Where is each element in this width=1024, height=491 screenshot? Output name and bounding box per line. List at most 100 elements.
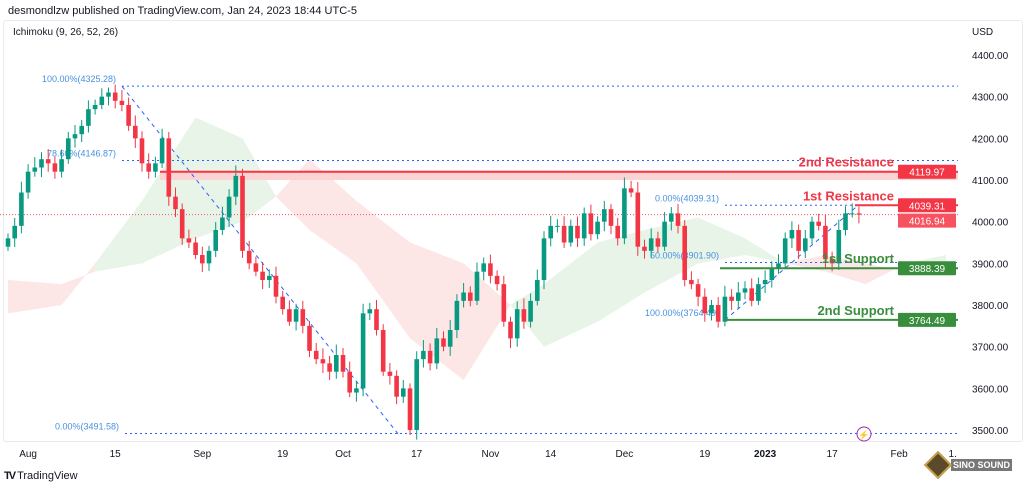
candle-body — [300, 309, 306, 326]
ichimoku-cloud-segment — [309, 159, 357, 264]
candle-body — [622, 188, 627, 239]
candle-body — [809, 221, 815, 239]
candle-body — [555, 225, 560, 227]
candle-body — [803, 238, 808, 251]
candle-body — [374, 309, 379, 331]
candle-body — [421, 350, 426, 360]
price-tag — [898, 198, 956, 213]
fib-level-label: 0.00%(4039.31) — [655, 193, 719, 203]
candle-body — [206, 250, 212, 264]
watermark-text: SINO SOUND — [951, 459, 1013, 471]
candle-body — [615, 225, 620, 239]
candle-body — [173, 196, 178, 210]
price-tag — [898, 312, 956, 327]
candle-body — [347, 371, 352, 393]
candle-body — [608, 209, 614, 226]
candle-body — [642, 246, 647, 251]
candle-body — [474, 271, 480, 301]
candle-body — [481, 263, 486, 272]
y-tick-label: 3700.00 — [972, 343, 1009, 354]
candle-body — [186, 238, 192, 243]
x-tick-label: 15 — [110, 449, 122, 460]
candle-body — [307, 325, 312, 351]
candle-body — [461, 292, 466, 301]
candle-body — [736, 292, 741, 301]
candle-body — [213, 230, 218, 251]
candle-body — [112, 92, 118, 101]
candle-body — [776, 263, 781, 268]
x-tick-label: 19 — [277, 449, 289, 460]
candle-body — [836, 230, 842, 264]
candle-body — [709, 305, 714, 314]
candle-body — [588, 213, 594, 235]
candle-body — [514, 309, 520, 339]
x-tick-label: Nov — [482, 449, 500, 460]
fib-trend-line — [724, 205, 859, 321]
x-tick-label: 19 — [699, 449, 711, 460]
x-tick-label: Oct — [335, 449, 351, 460]
candle-body — [635, 192, 641, 247]
price-tag-text: 4039.31 — [909, 201, 946, 212]
candle-body — [541, 238, 547, 281]
candle-body — [387, 371, 393, 376]
candle-body — [427, 350, 433, 364]
ichimoku-cloud-segment — [698, 217, 745, 264]
y-tick-label: 3800.00 — [972, 301, 1009, 312]
candle-body — [561, 225, 567, 243]
candle-body — [99, 96, 105, 106]
candle-body — [595, 221, 600, 235]
candle-body — [226, 196, 232, 218]
chart-frame[interactable] — [3, 20, 1023, 442]
indicator-legend[interactable]: Ichimoku (9, 26, 52, 26) — [13, 27, 119, 38]
candle-body — [367, 309, 373, 314]
candle-body — [19, 192, 24, 226]
candle-body — [159, 138, 165, 164]
candle-body — [535, 280, 540, 301]
y-tick-label: 3500.00 — [972, 426, 1009, 437]
candle-body — [816, 221, 821, 226]
ichimoku-cloud-segment — [544, 242, 598, 347]
x-tick-label: 1. — [949, 449, 957, 460]
candle-body — [193, 242, 198, 256]
ichimoku-cloud-segment — [61, 263, 96, 306]
last-price-text: 4016.94 — [909, 217, 946, 228]
candle-body — [575, 225, 580, 239]
candle-body — [12, 225, 17, 239]
level-label: 2nd Support — [817, 303, 894, 318]
candle-body — [253, 263, 259, 272]
candle-body — [39, 159, 44, 168]
ichimoku-cloud-segment — [356, 200, 410, 339]
fib-level-label: 78.60%(4146.87) — [47, 148, 116, 158]
tradingview-logo[interactable]: TV TradingView — [4, 470, 78, 482]
x-tick-label: Dec — [616, 449, 634, 460]
candle-body — [829, 259, 835, 264]
candle-body — [287, 309, 292, 322]
fib-level-label: 0.00%(3491.58) — [55, 422, 119, 432]
candle-body — [52, 163, 58, 172]
x-tick-label: 14 — [545, 449, 557, 460]
candle-body — [119, 100, 125, 106]
candle-body — [72, 134, 78, 139]
candle-body — [327, 363, 332, 372]
candle-body — [521, 309, 527, 322]
candle-body — [166, 138, 172, 197]
candle-body — [581, 213, 587, 239]
candle-body — [240, 175, 245, 251]
watermark: SINO SOUND — [923, 450, 1013, 480]
candle-body — [856, 213, 862, 215]
candle-body — [548, 225, 553, 239]
candle-body — [313, 350, 319, 360]
price-tag — [898, 164, 956, 179]
level-label: 2nd Resistance — [799, 155, 894, 170]
ichimoku-cloud-segment — [276, 159, 310, 231]
candle-body — [146, 163, 151, 172]
candle-body — [340, 355, 346, 372]
candle-body — [675, 213, 681, 226]
candle-body — [662, 221, 667, 247]
candle-body — [360, 313, 366, 389]
candle-body — [749, 288, 754, 301]
candle-body — [233, 175, 239, 197]
price-chart[interactable]: 4400.00 4300.00 4200.00 4100.00 4000.00 3900.… — [0, 0, 1024, 460]
candle-body — [59, 159, 64, 172]
candle-body — [273, 275, 279, 297]
